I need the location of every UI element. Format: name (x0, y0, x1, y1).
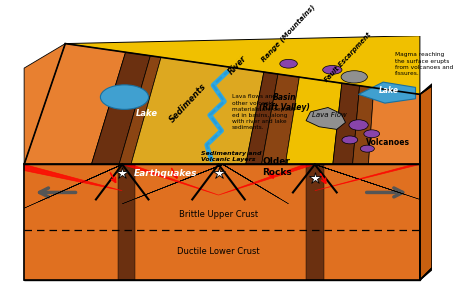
Polygon shape (108, 164, 122, 171)
Polygon shape (223, 164, 251, 181)
Polygon shape (359, 82, 416, 103)
Polygon shape (420, 84, 432, 280)
Polygon shape (91, 52, 150, 164)
Polygon shape (131, 57, 264, 164)
Polygon shape (223, 164, 242, 176)
Polygon shape (122, 164, 223, 204)
Ellipse shape (280, 59, 297, 68)
Polygon shape (315, 164, 420, 191)
Polygon shape (80, 164, 122, 183)
Polygon shape (136, 164, 306, 280)
Polygon shape (151, 164, 223, 193)
Polygon shape (285, 77, 342, 164)
Polygon shape (24, 44, 420, 164)
Polygon shape (315, 164, 360, 179)
Ellipse shape (341, 71, 367, 83)
Polygon shape (94, 164, 122, 177)
Polygon shape (420, 86, 432, 280)
Text: Earthquakes: Earthquakes (134, 169, 197, 178)
Polygon shape (210, 81, 341, 164)
Text: Magma reaching
the surface erupts
from volcanoes and
fissures.: Magma reaching the surface erupts from v… (395, 52, 454, 76)
Polygon shape (223, 164, 279, 198)
Polygon shape (122, 164, 219, 195)
Polygon shape (24, 44, 126, 164)
Polygon shape (315, 164, 330, 169)
Text: Lava Flow: Lava Flow (312, 112, 347, 118)
Text: Brittle Upper Crust: Brittle Upper Crust (179, 210, 258, 219)
Text: Ductile Lower Crust: Ductile Lower Crust (177, 247, 260, 256)
Polygon shape (368, 88, 420, 164)
Polygon shape (223, 164, 260, 187)
Polygon shape (24, 164, 420, 280)
Ellipse shape (323, 65, 342, 74)
Text: Lake: Lake (136, 109, 158, 118)
Polygon shape (66, 164, 122, 189)
Text: Volcanoes: Volcanoes (365, 138, 410, 147)
Text: Lava flows and
other volcanic
materials are deposit-
ed in basins, along
with ri: Lava flows and other volcanic materials … (232, 94, 297, 130)
Polygon shape (246, 72, 278, 164)
Polygon shape (306, 108, 346, 129)
Polygon shape (262, 74, 299, 164)
Text: Fault Escarpment: Fault Escarpment (324, 32, 373, 83)
Polygon shape (24, 44, 122, 164)
Polygon shape (306, 164, 324, 280)
Polygon shape (113, 77, 271, 164)
Polygon shape (119, 56, 161, 164)
Polygon shape (118, 164, 136, 280)
Polygon shape (315, 164, 420, 199)
Polygon shape (333, 83, 360, 164)
Polygon shape (337, 94, 420, 164)
Ellipse shape (349, 120, 368, 130)
Polygon shape (289, 94, 367, 164)
Polygon shape (315, 164, 375, 185)
Polygon shape (223, 164, 232, 170)
Polygon shape (38, 164, 122, 202)
Polygon shape (353, 86, 374, 164)
Text: Sedimentary and
Volcanic Layers: Sedimentary and Volcanic Layers (201, 151, 262, 162)
Polygon shape (315, 164, 390, 189)
Ellipse shape (364, 130, 380, 138)
Polygon shape (315, 164, 345, 174)
Text: Older
Rocks: Older Rocks (262, 157, 292, 177)
Polygon shape (24, 164, 122, 208)
Text: Lake: Lake (379, 86, 399, 95)
Ellipse shape (100, 85, 148, 109)
Polygon shape (315, 164, 405, 194)
Polygon shape (209, 164, 223, 170)
Polygon shape (165, 164, 223, 187)
Polygon shape (87, 94, 153, 164)
Polygon shape (324, 164, 420, 280)
Ellipse shape (360, 145, 374, 152)
Polygon shape (315, 99, 383, 164)
Polygon shape (137, 164, 223, 198)
Polygon shape (223, 164, 270, 193)
Text: Range (Mountains): Range (Mountains) (261, 3, 317, 63)
Polygon shape (223, 164, 289, 204)
Polygon shape (219, 164, 315, 195)
Polygon shape (24, 164, 122, 280)
Polygon shape (52, 164, 122, 196)
Text: River: River (227, 54, 249, 76)
Text: Basin
(Rift Valley): Basin (Rift Valley) (259, 93, 310, 112)
Polygon shape (24, 164, 122, 191)
Ellipse shape (342, 136, 358, 144)
Polygon shape (65, 36, 420, 94)
Polygon shape (180, 164, 223, 181)
Polygon shape (24, 86, 122, 164)
Polygon shape (194, 164, 223, 176)
Text: Sediments: Sediments (168, 82, 208, 125)
